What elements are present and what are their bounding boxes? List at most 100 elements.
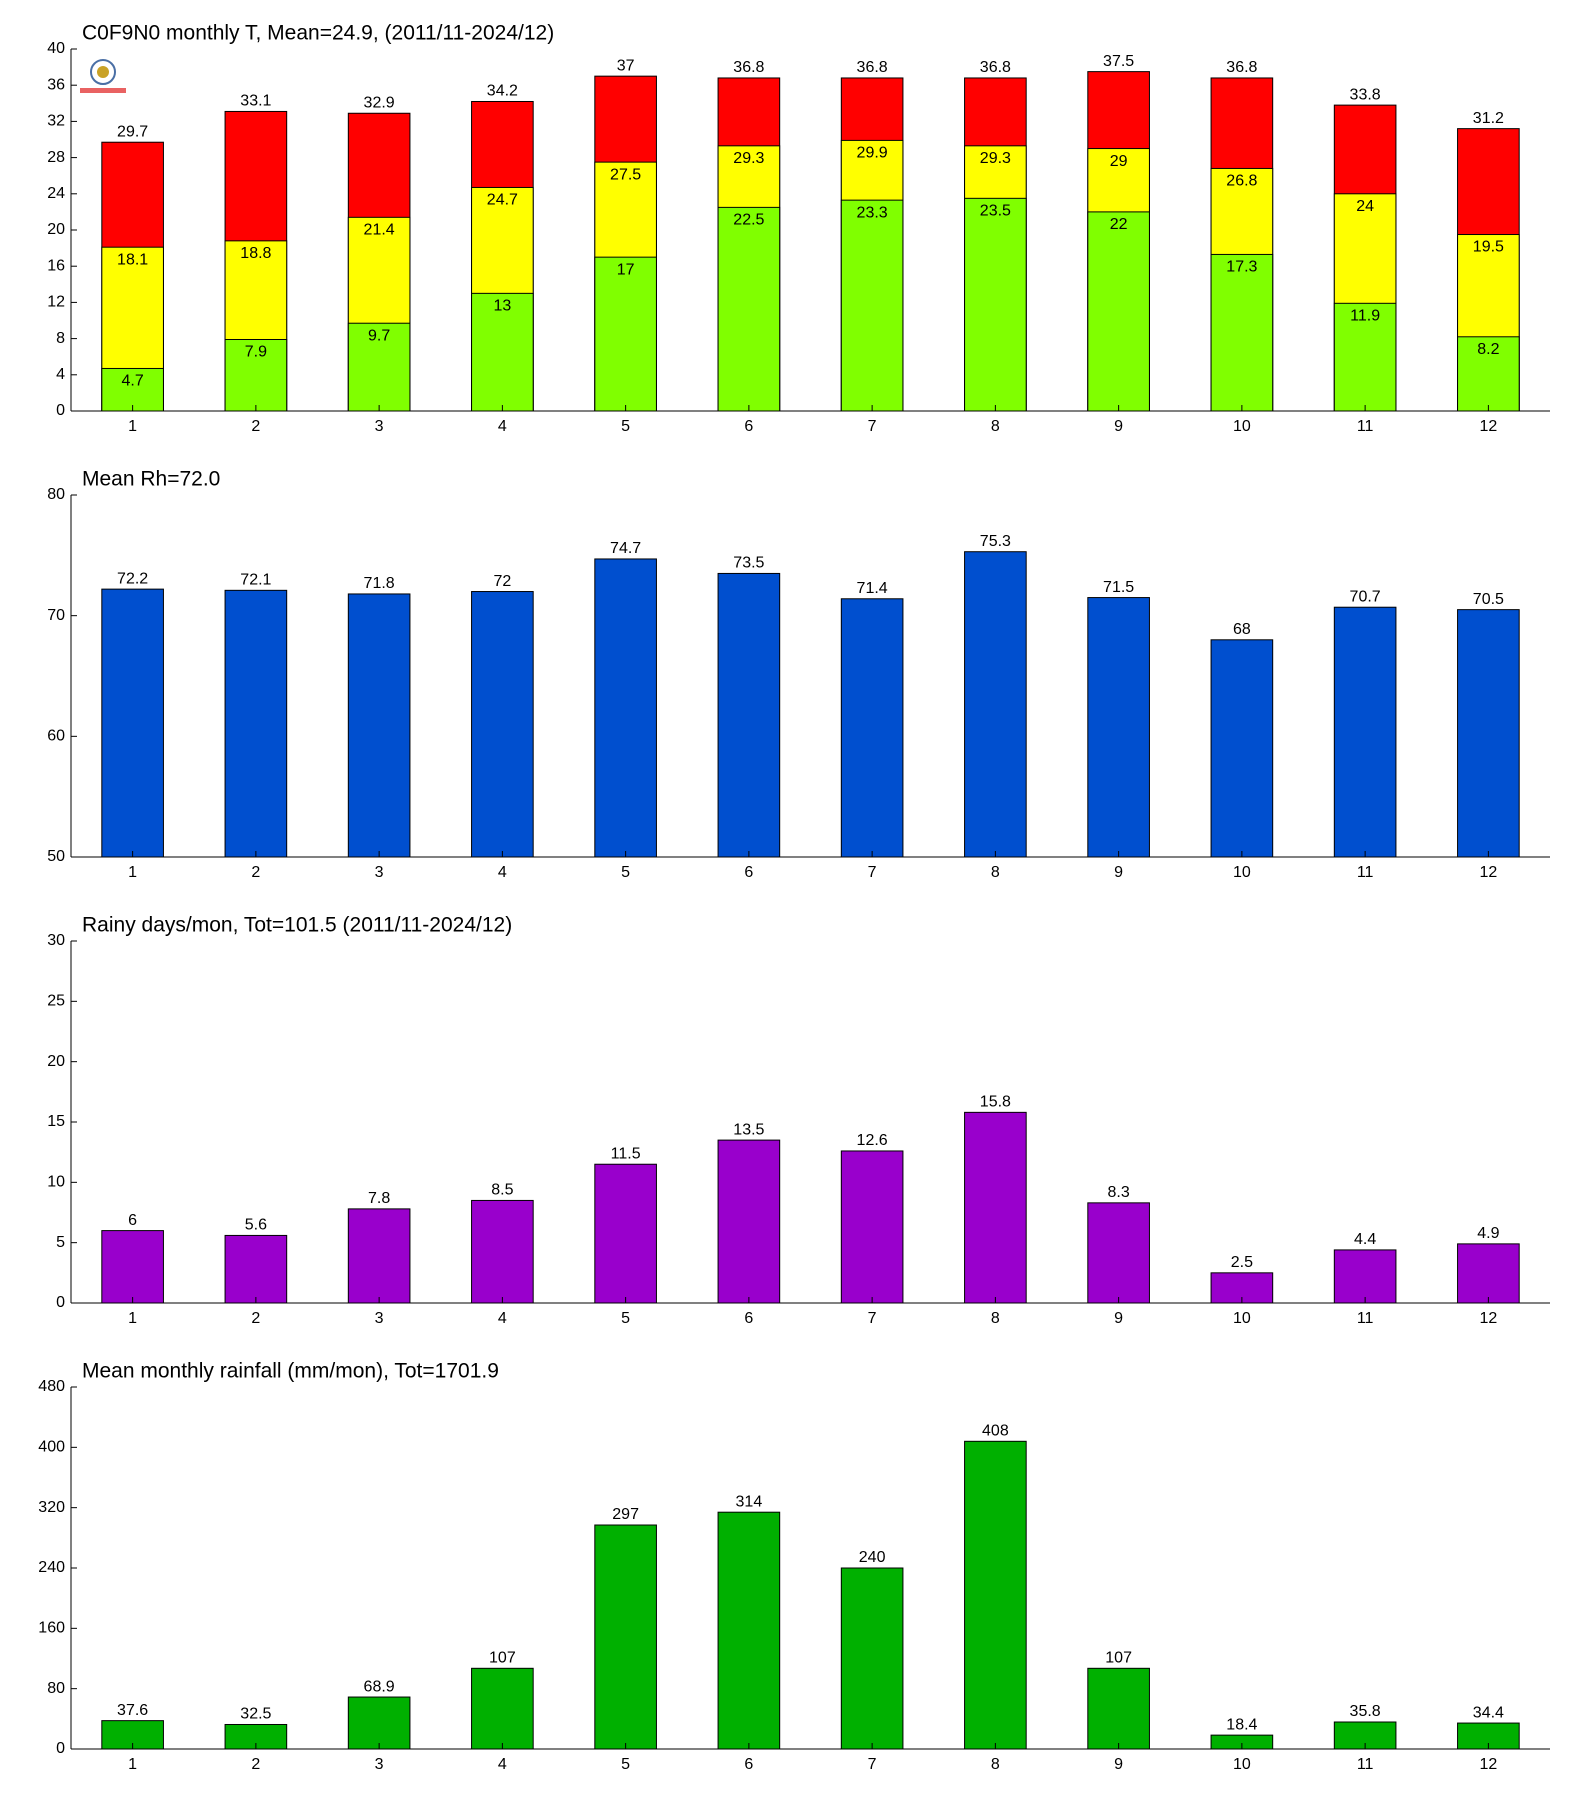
data-label: 19.5 — [1473, 239, 1504, 256]
data-label: 71.4 — [857, 580, 888, 597]
data-label: 33.8 — [1350, 86, 1381, 103]
bar — [1087, 211, 1150, 412]
data-label: 74.7 — [610, 540, 641, 557]
y-tick-label: 0 — [56, 1740, 65, 1757]
x-tick-label: 4 — [498, 1310, 507, 1327]
x-tick-label: 2 — [251, 864, 260, 881]
x-tick-label: 7 — [868, 864, 877, 881]
bar — [594, 1163, 657, 1304]
y-tick-label: 60 — [47, 728, 65, 745]
chart-title: Mean Rh=72.0 — [82, 468, 220, 491]
data-label: 27.5 — [610, 166, 641, 183]
y-tick-label: 10 — [47, 1174, 65, 1191]
bar — [471, 591, 534, 858]
data-label: 8.2 — [1477, 341, 1499, 358]
data-label: 17 — [617, 261, 635, 278]
y-tick-label: 160 — [38, 1620, 65, 1637]
data-label: 68 — [1233, 621, 1251, 638]
x-tick-label: 2 — [251, 1756, 260, 1773]
data-label: 29.9 — [857, 145, 888, 162]
bar — [1457, 609, 1520, 858]
bar — [347, 322, 411, 412]
x-tick-label: 2 — [251, 418, 260, 435]
y-tick-label: 16 — [47, 257, 65, 274]
x-tick-label: 3 — [375, 864, 384, 881]
y-tick-label: 70 — [47, 607, 65, 624]
data-label: 73.5 — [733, 555, 764, 572]
x-tick-label: 11 — [1357, 418, 1374, 435]
chart-title: Rainy days/mon, Tot=101.5 (2011/11-2024/… — [82, 914, 512, 937]
x-tick-label: 5 — [621, 418, 630, 435]
x-tick-label: 4 — [498, 418, 507, 435]
data-label: 4.4 — [1354, 1231, 1376, 1248]
y-tick-label: 480 — [38, 1378, 65, 1395]
x-tick-label: 11 — [1357, 1756, 1374, 1773]
x-tick-label: 5 — [621, 864, 630, 881]
data-label: 72.1 — [240, 572, 271, 589]
data-label: 31.2 — [1473, 110, 1504, 127]
x-tick-label: 9 — [1114, 1310, 1123, 1327]
bar — [1087, 1667, 1150, 1750]
bar — [1457, 1243, 1520, 1304]
x-tick-label: 5 — [621, 1310, 630, 1327]
data-label: 11.5 — [611, 1145, 641, 1162]
bar — [1333, 1249, 1397, 1304]
data-label: 107 — [1105, 1650, 1132, 1667]
x-tick-label: 5 — [621, 1756, 630, 1773]
chart-title: Mean monthly rainfall (mm/mon), Tot=1701… — [82, 1360, 499, 1383]
data-label: 297 — [612, 1506, 639, 1523]
data-label: 13 — [493, 298, 511, 315]
data-label: 314 — [736, 1493, 763, 1510]
data-label: 240 — [859, 1549, 886, 1566]
x-tick-label: 12 — [1479, 1310, 1497, 1327]
data-label: 71.8 — [364, 575, 395, 592]
y-tick-label: 8 — [56, 330, 65, 347]
y-tick-label: 24 — [47, 185, 65, 202]
data-label: 26.8 — [1226, 173, 1257, 190]
logo-center — [97, 66, 109, 78]
bar — [717, 572, 781, 858]
bar — [471, 1667, 534, 1750]
y-tick-label: 30 — [47, 932, 65, 949]
data-label: 70.7 — [1350, 588, 1381, 605]
data-label: 24 — [1356, 198, 1374, 215]
bar — [840, 1567, 904, 1750]
y-tick-label: 25 — [47, 993, 65, 1010]
bar — [347, 1696, 411, 1750]
data-label: 12.6 — [857, 1132, 888, 1149]
data-label: 22.5 — [733, 212, 764, 229]
data-label: 34.4 — [1473, 1704, 1504, 1721]
y-tick-label: 320 — [38, 1499, 65, 1516]
y-tick-label: 32 — [47, 113, 65, 130]
logo-stripe — [80, 88, 126, 93]
y-tick-label: 28 — [47, 149, 65, 166]
x-tick-label: 6 — [744, 1756, 753, 1773]
bar — [717, 1511, 781, 1750]
bar — [347, 593, 411, 858]
data-label: 24.7 — [487, 192, 518, 209]
data-label: 68.9 — [364, 1678, 395, 1695]
x-tick-label: 12 — [1479, 1756, 1497, 1773]
data-label: 5.6 — [245, 1217, 267, 1234]
bar — [1087, 597, 1150, 858]
x-tick-label: 8 — [991, 1310, 1000, 1327]
data-label: 15.8 — [980, 1094, 1011, 1111]
data-label: 36.8 — [980, 59, 1011, 76]
bar — [594, 256, 657, 412]
data-label: 70.5 — [1473, 591, 1504, 608]
data-label: 33.1 — [240, 93, 271, 110]
x-tick-label: 8 — [991, 864, 1000, 881]
data-label: 29.7 — [117, 123, 148, 140]
x-tick-label: 10 — [1233, 418, 1251, 435]
y-tick-label: 400 — [38, 1439, 65, 1456]
data-label: 21.4 — [364, 222, 395, 239]
bar — [1087, 1202, 1150, 1304]
bar — [471, 292, 534, 412]
data-label: 9.7 — [368, 327, 390, 344]
x-tick-label: 10 — [1233, 1756, 1251, 1773]
bar — [224, 1234, 288, 1304]
x-tick-label: 9 — [1114, 418, 1123, 435]
data-label: 4.9 — [1477, 1225, 1499, 1242]
x-tick-label: 2 — [251, 1310, 260, 1327]
x-tick-label: 7 — [868, 1310, 877, 1327]
